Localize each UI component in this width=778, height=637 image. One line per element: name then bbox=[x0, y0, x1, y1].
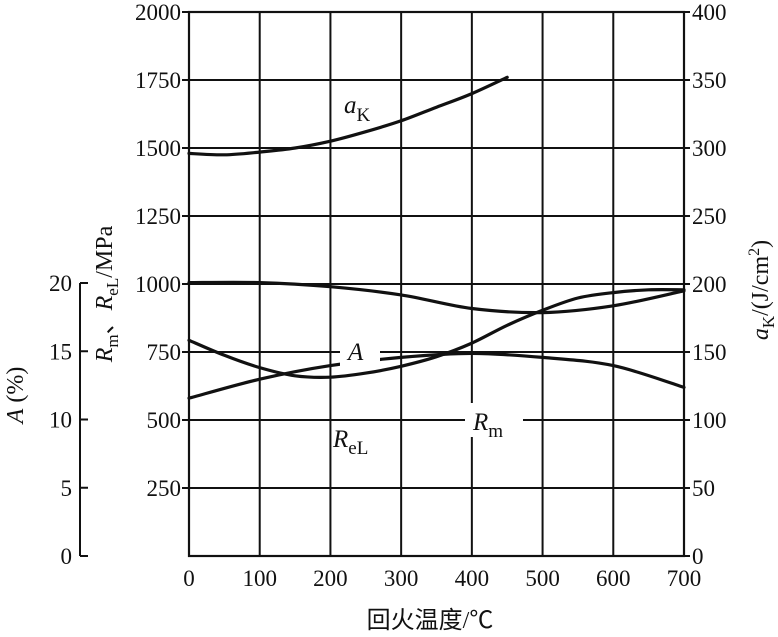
curves bbox=[187, 75, 686, 400]
x-axis-title: 回火温度/℃ bbox=[367, 607, 494, 634]
left-tick-label: 1500 bbox=[135, 136, 181, 161]
left-tick-label: 2000 bbox=[135, 0, 181, 25]
svg-text:ReL: ReL bbox=[332, 426, 368, 459]
right-axis-title: aK/(J/cm2) bbox=[746, 240, 778, 340]
x-tick-label: 100 bbox=[242, 566, 277, 591]
series-line-Rm bbox=[187, 280, 686, 315]
right-tick-label: 350 bbox=[692, 68, 727, 93]
a-tick-label: 0 bbox=[61, 544, 73, 569]
right-tick-label: 200 bbox=[692, 272, 727, 297]
right-tick-label: 250 bbox=[692, 204, 727, 229]
series-line-ReL bbox=[187, 351, 686, 400]
x-tick-label: 400 bbox=[455, 566, 490, 591]
a-tick-label: 20 bbox=[49, 271, 72, 296]
x-tick-label: 600 bbox=[596, 566, 631, 591]
left-tick-label: 500 bbox=[147, 408, 182, 433]
series-line-A bbox=[187, 288, 686, 379]
right-tick-label: 50 bbox=[692, 476, 715, 501]
curve-label-aK: aK bbox=[344, 92, 371, 126]
x-tick-label: 500 bbox=[525, 566, 560, 591]
a-tick-label: 5 bbox=[61, 476, 73, 501]
curve-label-A: A bbox=[340, 337, 380, 369]
a-tick-label: 15 bbox=[49, 339, 72, 364]
svg-text:A: A bbox=[346, 339, 364, 366]
curve-label-ReL: ReL bbox=[332, 426, 368, 459]
x-tick-label: 700 bbox=[667, 566, 702, 591]
right-tick-label: 300 bbox=[692, 136, 727, 161]
right-tick-label: 0 bbox=[692, 544, 704, 569]
left-axis-title: Rm、ReL/MPa bbox=[92, 225, 122, 363]
right-tick-label: 150 bbox=[692, 340, 727, 365]
right-tick-label: 400 bbox=[692, 0, 727, 25]
x-tick-label: 300 bbox=[384, 566, 419, 591]
a-tick-label: 10 bbox=[49, 408, 72, 433]
svg-text:Rm: Rm bbox=[472, 409, 503, 442]
series-line-aK bbox=[187, 75, 509, 157]
left-tick-label: 1750 bbox=[135, 68, 181, 93]
x-tick-label: 0 bbox=[183, 566, 195, 591]
svg-text:aK: aK bbox=[344, 92, 371, 126]
left-tick-label: 250 bbox=[147, 476, 182, 501]
right-tick-label: 100 bbox=[692, 408, 727, 433]
x-tick-label: 200 bbox=[313, 566, 348, 591]
left-tick-label: 750 bbox=[147, 340, 182, 365]
left-tick-label: 1250 bbox=[135, 204, 181, 229]
a-axis-title: A (%) bbox=[3, 367, 29, 426]
curve-label-Rm: Rm bbox=[465, 403, 523, 442]
left-tick-label: 1000 bbox=[135, 272, 181, 297]
tick-labels: 0 100 200 300 400 500 600 700250500750100012501… bbox=[49, 0, 727, 591]
